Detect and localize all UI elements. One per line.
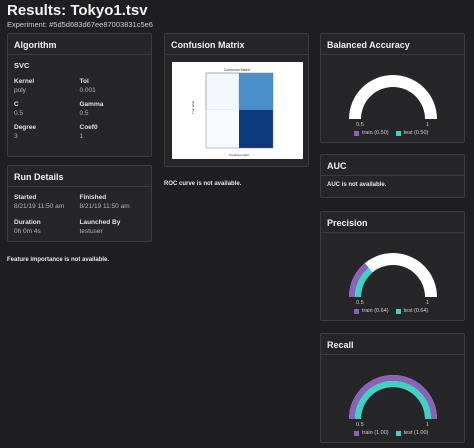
param-c: C 0.5: [14, 101, 24, 117]
test-swatch: [395, 308, 401, 314]
algorithm-header: Algorithm: [8, 34, 151, 55]
gauge-train-arc: [349, 263, 369, 297]
gauge-max-label: 1: [426, 300, 430, 306]
cm-xlabel: Predicted label: [229, 153, 249, 157]
gauge-track: [349, 253, 437, 297]
test-swatch: [395, 430, 401, 436]
auc-note: AUC is not available.: [327, 182, 387, 188]
gauge-max-label: 1: [426, 422, 430, 428]
legend-train: train (0.50): [362, 130, 389, 136]
train-swatch: [354, 308, 359, 314]
field-finished: Finished 8/21/19 11:50 am: [79, 194, 130, 210]
experiment-id: Experiment: #5d5d683d67ee87003831c5e6: [7, 20, 153, 29]
gauge-train-arc: [349, 375, 437, 419]
algorithm-name: SVC: [14, 61, 30, 70]
balanced-accuracy-header: Balanced Accuracy: [321, 34, 464, 55]
recall-card: Recall 0.5 1 train (1.00) test (1.00): [320, 333, 465, 443]
param-kernel: Kernel poly: [14, 78, 35, 94]
param-degree: Degree 3: [14, 124, 37, 140]
roc-note: ROC curve is not available.: [164, 181, 242, 187]
gauge-max-label: 1: [426, 122, 430, 128]
param-coef0: Coef0 1: [79, 124, 98, 140]
auc-card: AUC AUC is not available.: [320, 154, 465, 198]
recall-gauge: [349, 375, 437, 419]
train-swatch: [354, 430, 359, 436]
field-launched-by: Launched By testuser: [79, 219, 121, 235]
run-details-header: Run Details: [8, 166, 151, 187]
balanced-accuracy-legend: train (0.50) test (0.50): [354, 130, 428, 136]
gauge-test-arc: [355, 381, 431, 419]
recall-legend: train (1.00) test (1.00): [354, 430, 428, 436]
legend-train: train (1.00): [362, 430, 389, 436]
confusion-matrix-card: Confusion Matrix Confusion Matrix True l…: [164, 33, 309, 167]
legend-test: test (0.64): [403, 308, 429, 314]
cm-ylabel: True label: [191, 100, 195, 114]
gauge-min-label: 0.5: [356, 300, 364, 306]
field-duration: Duration 0h 0m 4s: [14, 219, 41, 235]
test-swatch: [395, 130, 401, 136]
gauge-min-label: 0.5: [356, 422, 364, 428]
precision-header: Precision: [321, 212, 464, 233]
feature-importance-note: Feature importance is not available.: [7, 257, 110, 263]
gauge-test-arc: [355, 267, 373, 297]
param-tol: Tol 0.001: [79, 78, 96, 94]
cm-image-title: Confusion Matrix: [224, 68, 251, 72]
precision-gauge: [349, 253, 437, 297]
balanced-accuracy-gauge: [349, 75, 437, 119]
auc-header: AUC: [321, 155, 464, 176]
balanced-accuracy-card: Balanced Accuracy 0.5 1 train (0.50) tes…: [320, 33, 465, 143]
algorithm-card: Algorithm SVC Kernel poly Tol 0.001 C 0.5 G…: [7, 33, 152, 157]
field-started: Started 8/21/19 11:50 am: [14, 194, 65, 210]
legend-test: test (0.50): [403, 130, 429, 136]
confusion-matrix-header: Confusion Matrix: [165, 34, 308, 55]
legend-test: test (1.00): [403, 430, 429, 436]
page-title: Results: Tokyo1.tsv: [7, 2, 148, 19]
run-details-card: Run Details Started 8/21/19 11:50 am Fini…: [7, 165, 152, 242]
train-swatch: [354, 130, 359, 136]
param-gamma: Gamma 0.5: [79, 101, 104, 117]
precision-card: Precision 0.5 1 train (0.64) test (0.64): [320, 211, 465, 321]
confusion-matrix-image: Confusion Matrix True label Predicted la…: [172, 62, 303, 159]
gauge-min-label: 0.5: [356, 122, 364, 128]
gauge-track: [349, 75, 437, 119]
recall-header: Recall: [321, 334, 464, 355]
legend-train: train (0.64): [362, 308, 389, 314]
precision-legend: train (0.64) test (0.64): [354, 308, 428, 314]
